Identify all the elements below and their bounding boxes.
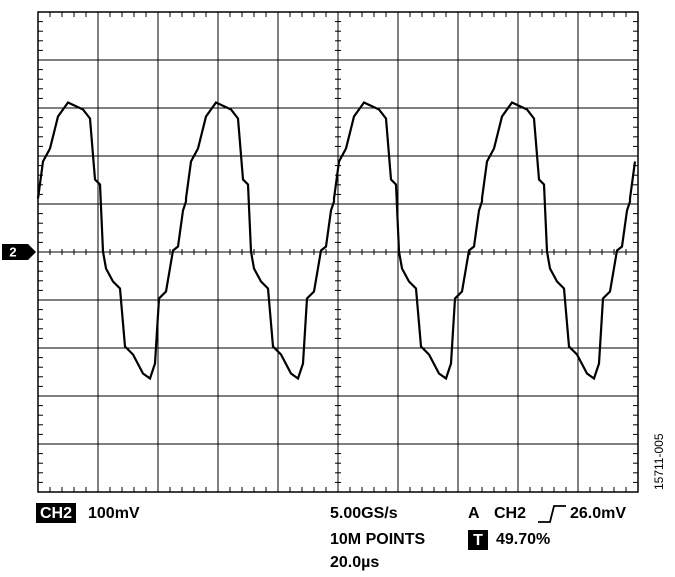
channel-marker-shape	[2, 244, 36, 260]
trigger-level: 26.0mV	[570, 505, 626, 522]
trigger-slope-icon	[538, 505, 566, 523]
trigger-badge-label: T	[473, 532, 483, 549]
vertical-scale: 100mV	[88, 505, 140, 522]
waveform	[36, 101, 637, 381]
trigger-mode: A	[468, 505, 480, 522]
trigger-source: CH2	[494, 505, 526, 522]
channel-label: CH2	[40, 505, 72, 522]
figure-id: 15711-005	[652, 433, 666, 490]
trigger-badge	[468, 530, 488, 550]
time-scale: 20.0µs	[330, 554, 379, 571]
channel-marker: 2	[9, 244, 16, 259]
record-length: 10M POINTS	[330, 531, 425, 548]
channel-badge	[36, 503, 76, 523]
graticule	[37, 11, 639, 492]
plot-border	[37, 11, 639, 493]
sample-rate: 5.00GS/s	[330, 505, 398, 522]
trigger-position: 49.70%	[496, 531, 550, 548]
